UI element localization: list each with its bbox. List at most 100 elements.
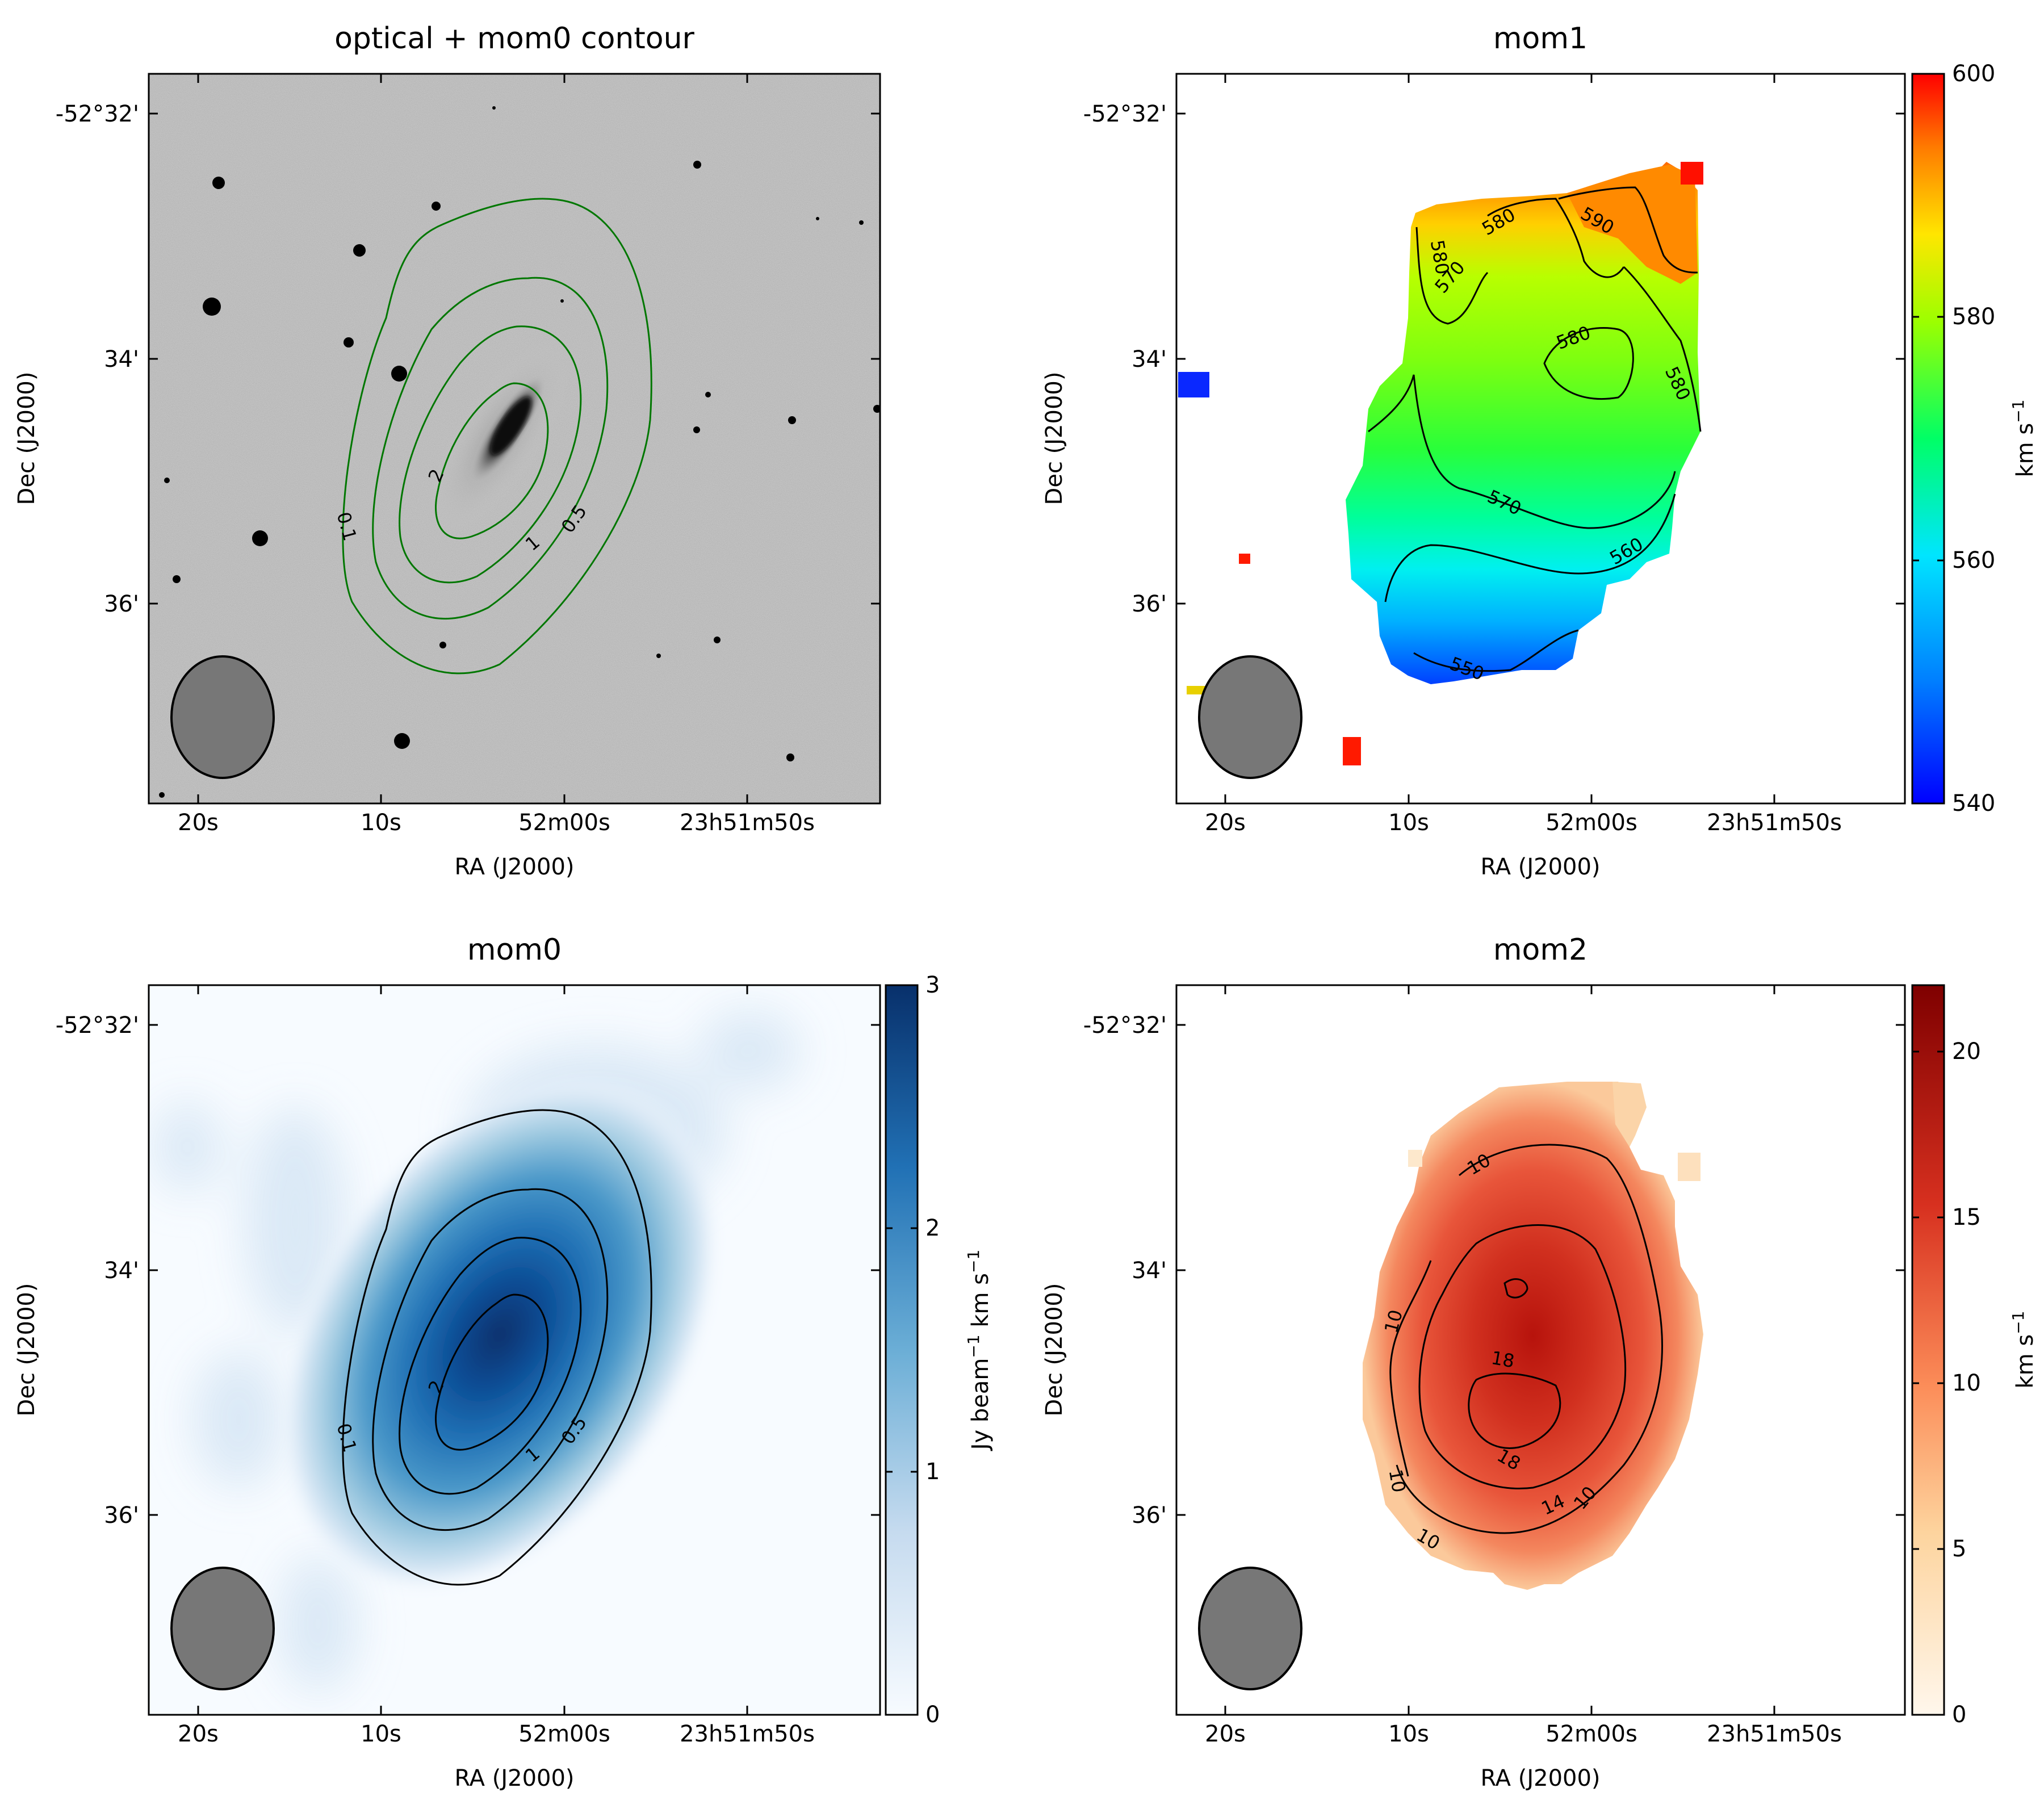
y-tick-label: 36'	[104, 1502, 139, 1529]
x-tick-label: 52m00s	[1545, 810, 1637, 836]
panel-title: mom2	[1493, 933, 1588, 967]
contour-14	[1418, 1224, 1627, 1489]
ticks	[1176, 985, 1905, 1715]
x-tick-label: 23h51m50s	[680, 810, 815, 836]
x-tick-label: 23h51m50s	[1707, 810, 1842, 836]
contour-1	[399, 1237, 582, 1495]
star	[714, 637, 721, 643]
colorbar-label: Jy beam−1 km s−1	[964, 1250, 994, 1452]
star	[432, 202, 441, 211]
mom0-contours	[342, 1109, 652, 1586]
y-axis-label: Dec (J2000)	[1041, 1283, 1067, 1417]
star	[159, 792, 165, 798]
star	[353, 244, 366, 257]
y-tick-label: -52°32'	[1083, 101, 1167, 127]
y-axis-label: Dec (J2000)	[14, 372, 40, 505]
x-tick-label: 10s	[1388, 1721, 1429, 1747]
star	[873, 405, 880, 413]
contour-2	[435, 1293, 549, 1451]
x-axis-label: RA (J2000)	[454, 1765, 574, 1791]
y-tick-label: -52°32'	[1083, 1012, 1167, 1039]
panel-mom0: 0.1 0.5 1 2 mom0 20s 10s 52m00s 23h51m50…	[14, 933, 994, 1791]
galaxy-bright	[491, 396, 531, 455]
x-tick-label: 23h51m50s	[680, 1721, 815, 1747]
x-tick-label: 23h51m50s	[1707, 1721, 1842, 1747]
panel-optical: 0.1 0.5 1 2 optical + mom0 contour 20s 1…	[14, 22, 881, 880]
mom2-contours	[1389, 1144, 1663, 1534]
contour-580b	[1623, 266, 1702, 432]
colorbar-ticks	[1912, 1050, 1944, 1716]
colorbar-tick-label: 2	[925, 1215, 940, 1241]
colorbar-tick-label: 580	[1952, 304, 1995, 330]
axes-frame	[148, 984, 881, 1716]
contour-570b	[1415, 227, 1489, 325]
contour-570	[1368, 374, 1676, 529]
colorbar-label-sup: −1	[964, 1334, 983, 1358]
colorbar-tick-label: 560	[1952, 547, 1995, 573]
star	[816, 217, 819, 220]
mom2-patch	[1408, 1150, 1422, 1167]
x-axis-label: RA (J2000)	[1480, 1765, 1600, 1791]
panel-title: mom0	[467, 933, 562, 967]
contour-10b	[1389, 1260, 1432, 1477]
colorbar-ticks	[886, 984, 918, 1716]
colorbar-label: km s−1	[2009, 1311, 2038, 1389]
contour-0.1	[342, 1109, 652, 1586]
star	[693, 426, 700, 433]
x-tick-label: 52m00s	[1545, 1721, 1637, 1747]
mom1-corner	[1567, 165, 1698, 284]
star	[656, 654, 661, 658]
colorbar-label-text: km s	[2012, 1334, 2038, 1389]
colorbar-tick-label: 10	[1952, 1370, 1981, 1396]
contour-1	[399, 325, 582, 584]
colorbar	[885, 984, 919, 1716]
colorbar-label-text: km s	[2012, 423, 2038, 478]
y-tick-label: 34'	[104, 346, 139, 372]
y-tick-label: -52°32'	[56, 101, 139, 127]
star	[788, 416, 796, 424]
mom1-patch-red	[1681, 162, 1703, 185]
contour-560	[1384, 493, 1676, 602]
mom2-edge	[1612, 1082, 1647, 1147]
contour-0.1	[342, 198, 652, 675]
contour-590	[1558, 186, 1698, 274]
x-tick-label: 10s	[1388, 810, 1429, 836]
x-tick-label: 52m00s	[518, 810, 610, 836]
star	[164, 478, 170, 483]
colorbar-tick-label: 20	[1952, 1039, 1981, 1065]
star	[394, 733, 410, 749]
star	[693, 161, 701, 169]
beam-ellipse	[1198, 1567, 1302, 1690]
colorbar-tick-label: 5	[1952, 1536, 1966, 1562]
y-tick-label: 36'	[1132, 591, 1167, 617]
y-tick-label: 34'	[1132, 346, 1167, 372]
contour-550	[1413, 629, 1579, 672]
panel-mom1: 550 560 570 570 580 580 580 580 590 mom1…	[1041, 22, 2038, 880]
star	[560, 299, 564, 303]
y-axis-label: Dec (J2000)	[14, 1283, 40, 1417]
colorbar-tick-label: 0	[1952, 1702, 1966, 1728]
axes-frame	[148, 73, 881, 805]
axes-frame	[1175, 984, 1906, 1716]
mom1-patch-blue	[1178, 372, 1209, 397]
star	[439, 642, 446, 648]
contour-580	[1543, 327, 1634, 400]
panel-title: optical + mom0 contour	[334, 22, 694, 56]
colorbar-tick-label: 540	[1952, 790, 1995, 817]
beam-ellipse	[170, 1567, 275, 1690]
contour-0.5	[372, 277, 609, 620]
star	[705, 392, 711, 397]
star	[212, 177, 225, 189]
beam-ellipse	[170, 655, 275, 779]
y-tick-label: 34'	[1132, 1258, 1167, 1284]
colorbar-tick-label: 0	[925, 1702, 940, 1728]
y-tick-label: 34'	[104, 1258, 139, 1284]
mom1-velocity-field	[1346, 162, 1700, 684]
x-tick-label: 10s	[361, 810, 401, 836]
mom2-patch	[1678, 1153, 1700, 1181]
x-tick-label: 20s	[1205, 810, 1246, 836]
colorbar-tick-label: 1	[925, 1459, 940, 1485]
colorbar-ticks	[1912, 73, 1944, 805]
stars	[159, 106, 880, 798]
